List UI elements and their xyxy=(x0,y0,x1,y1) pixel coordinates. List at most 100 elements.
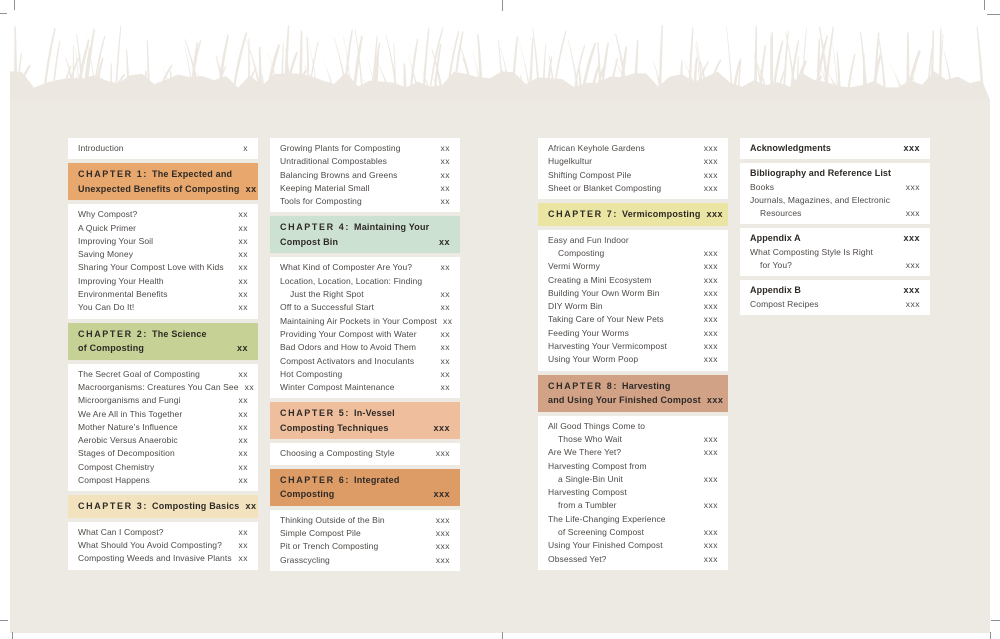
toc-row: Journals, Magazines, and Electronic xyxy=(740,194,930,207)
toc-page-number: xx xyxy=(440,143,450,153)
toc-entry-label: Easy and Fun Indoor xyxy=(548,234,629,245)
toc-column-1: Introduction x CHAPTER 1: The Expected and U… xyxy=(68,138,258,570)
toc-page-number: xxx xyxy=(703,261,718,272)
toc-page-number: xxx xyxy=(703,169,718,180)
chapter-title: The Science xyxy=(152,328,207,339)
toc-entry-label: Journals, Magazines, and Electronic xyxy=(750,194,891,205)
toc-row: Sheet or Blanket Composting xxx xyxy=(538,182,728,195)
toc-page-number: xxx xyxy=(903,285,920,296)
toc-page-number: xx xyxy=(440,342,450,353)
toc-entry-label: Resources xyxy=(760,208,802,219)
chapter-number: CHAPTER 4: xyxy=(280,222,351,233)
toc-row: What Can I Compost? xx xyxy=(68,526,258,539)
crop-mark xyxy=(12,632,13,639)
toc-column-2: Growing Plants for Composting xx Untraditi… xyxy=(270,138,460,571)
toc-row: The Secret Goal of Composting xx xyxy=(68,368,258,381)
toc-row: Vermi Wormy xxx xyxy=(538,260,728,273)
chapter-page-number: xx xyxy=(438,236,450,247)
toc-page-number: xx xyxy=(238,421,248,432)
toc-page-number: xx xyxy=(238,249,248,260)
chapter-title: Unexpected Benefits of Composting xyxy=(78,183,240,194)
toc-entry-label: Maintaining Air Pockets in Your Compost xyxy=(280,315,437,326)
toc-page-number: xxx xyxy=(435,514,450,525)
chapter-title: The Expected and xyxy=(152,169,233,180)
toc-page-number: xx xyxy=(440,328,450,339)
toc-row: Environmental Benefits xx xyxy=(68,288,258,301)
crop-mark xyxy=(0,620,8,621)
toc-page-number: xx xyxy=(440,382,450,393)
chapter-heading-line: Composting xxx xyxy=(280,487,450,502)
toc-entry-label: Thinking Outside of the Bin xyxy=(280,514,385,525)
chapter-number: CHAPTER 2: xyxy=(78,328,149,339)
toc-row: Hugelkultur xxx xyxy=(538,155,728,168)
toc-entry-label: We Are All in This Together xyxy=(78,408,183,419)
toc-page-number: xxx xyxy=(703,327,718,338)
toc-page-number: xx xyxy=(238,461,248,472)
chapter-number: CHAPTER 1: xyxy=(78,169,149,180)
toc-row: Simple Compost Pile xxx xyxy=(270,527,460,540)
toc-page-number: xx xyxy=(238,408,248,419)
toc-row: Location, Location, Location: Finding xyxy=(270,275,460,288)
toc-card: The Secret Goal of Composting xx Macroorga… xyxy=(68,363,258,492)
toc-card: Easy and Fun Indoor Composting xxx Vermi Wo… xyxy=(538,229,728,371)
toc-row: Obsessed Yet? xxx xyxy=(538,553,728,566)
toc-entry-label: Keeping Material Small xyxy=(280,182,370,193)
crop-mark xyxy=(502,632,503,639)
chapter-page-number: xx xyxy=(245,501,257,512)
toc-entry-label: Stages of Decomposition xyxy=(78,448,175,459)
grass-silhouette xyxy=(10,24,990,100)
chapter-heading: CHAPTER 2: The Science of Composting xx xyxy=(68,322,258,360)
toc-page-number: xxx xyxy=(703,500,718,511)
toc-entry-label: Composting xyxy=(558,247,605,258)
toc-row: Building Your Own Worm Bin xxx xyxy=(538,287,728,300)
toc-entry-label: a Single-Bin Unit xyxy=(558,473,624,484)
toc-page-number: xx xyxy=(238,435,248,446)
chapter-title: and Using Your Finished Compost xyxy=(548,395,701,406)
toc-entry-label: Shifting Compost Pile xyxy=(548,169,632,180)
toc-page-number: xx xyxy=(238,395,248,406)
toc-entry-label: The Secret Goal of Composting xyxy=(78,368,200,379)
toc-page-number: xxx xyxy=(703,143,718,153)
toc-row: Mother Nature’s Influence xx xyxy=(68,421,258,434)
toc-entry-label: Mother Nature’s Influence xyxy=(78,421,178,432)
chapter-number: CHAPTER 8: xyxy=(548,380,619,391)
toc-entry-label: Compost Recipes xyxy=(750,298,819,309)
toc-page-number: xxx xyxy=(905,298,920,309)
toc-entry-label: Sharing Your Compost Love with Kids xyxy=(78,262,224,273)
toc-entry-label: Macroorganisms: Creatures You Can See xyxy=(78,381,239,392)
toc-page-number: xx xyxy=(238,275,248,286)
toc-page-number: xxx xyxy=(903,143,920,153)
toc-entry-label: Sheet or Blanket Composting xyxy=(548,182,662,193)
toc-entry-label: Bad Odors and How to Avoid Them xyxy=(280,342,417,353)
chapter-heading-line: CHAPTER 6: Integrated xyxy=(280,473,450,488)
chapter-page-number: xxx xyxy=(706,209,724,220)
toc-row: Shifting Compost Pile xxx xyxy=(538,169,728,182)
chapter-heading: CHAPTER 1: The Expected and Unexpected Ben… xyxy=(68,163,258,201)
toc-row: Saving Money xx xyxy=(68,248,258,261)
chapter-heading-line: Compost Bin xx xyxy=(280,235,450,250)
chapter-heading-line: CHAPTER 2: The Science xyxy=(78,327,248,342)
chapter-heading-line: CHAPTER 4: Maintaining Your xyxy=(280,220,450,235)
toc-entry-label: Improving Your Soil xyxy=(78,235,154,246)
toc-page-number: xxx xyxy=(703,473,718,484)
toc-entry-label: Compost Chemistry xyxy=(78,461,155,472)
toc-entry-label: Balancing Browns and Greens xyxy=(280,169,398,180)
chapter-title: In-Vessel xyxy=(354,408,395,419)
toc-entry-label: Environmental Benefits xyxy=(78,289,168,300)
toc-page-number: xx xyxy=(440,182,450,193)
toc-page-number: xxx xyxy=(435,554,450,565)
toc-entry-label: Saving Money xyxy=(78,249,134,260)
toc-row: Taking Care of Your New Pets xxx xyxy=(538,313,728,326)
toc-entry-label: Appendix B xyxy=(750,285,802,296)
crop-mark xyxy=(0,13,7,14)
toc-row: Maintaining Air Pockets in Your Compost x… xyxy=(270,315,460,328)
toc-row: What Kind of Composter Are You? xx xyxy=(270,261,460,274)
toc-row: from a Tumbler xxx xyxy=(538,499,728,512)
toc-page-number: xx xyxy=(238,540,248,551)
toc-entry-label: Composting Weeds and Invasive Plants xyxy=(78,553,232,564)
toc-page-number: xxx xyxy=(903,233,920,244)
crop-mark xyxy=(987,14,1000,15)
toc-page-number: xxx xyxy=(435,448,450,459)
toc-entry-label: Using Your Worm Poop xyxy=(548,354,639,365)
chapter-heading-line: Composting Techniques xxx xyxy=(280,421,450,436)
